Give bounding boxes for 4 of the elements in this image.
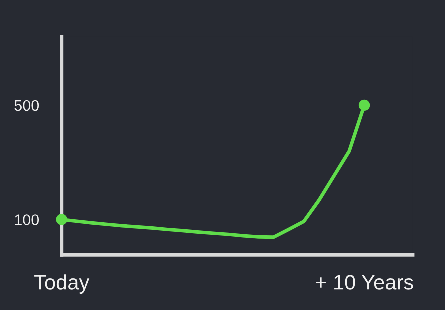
y-tick-label: 100: [15, 214, 40, 226]
y-tick-label: 500: [14, 100, 40, 112]
x-tick-label: + 10 Years: [316, 275, 414, 290]
x-tick-label: Today: [34, 274, 90, 294]
